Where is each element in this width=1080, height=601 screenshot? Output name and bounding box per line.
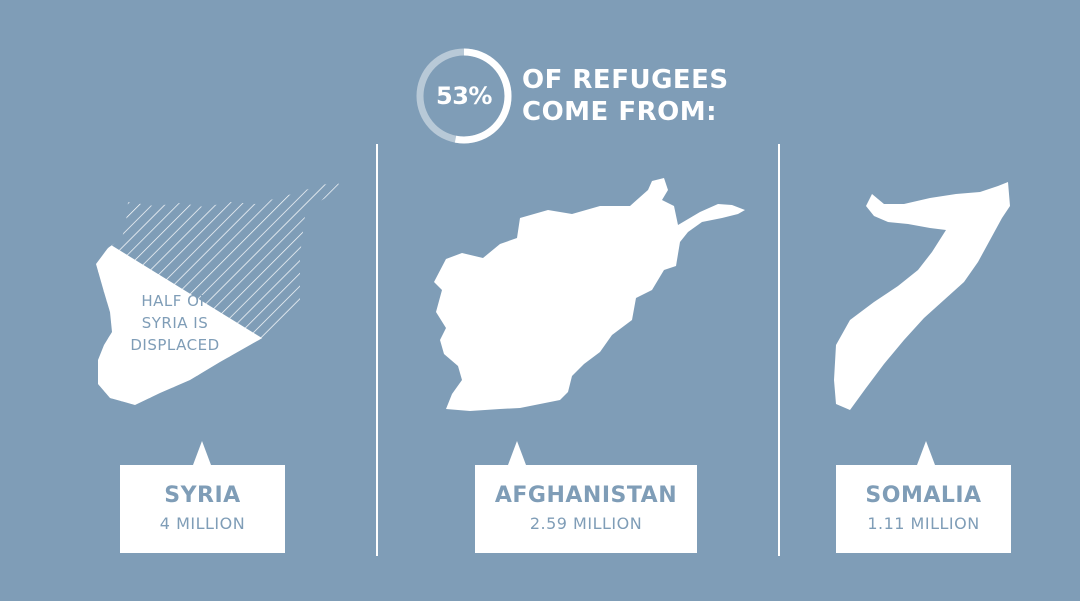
somalia-value: 1.11 MILLION <box>867 514 980 533</box>
callout-somalia: SOMALIA 1.11 MILLION <box>836 441 1011 553</box>
divider-right <box>778 144 780 556</box>
callout-afghanistan: AFGHANISTAN 2.59 MILLION <box>475 441 697 553</box>
percent-ring <box>416 48 512 144</box>
headline-line-2: COME FROM: <box>522 97 718 127</box>
percent-label: 53% <box>436 82 492 110</box>
header: 53% OF REFUGEES COME FROM: <box>412 44 732 148</box>
afghanistan-value: 2.59 MILLION <box>529 514 643 533</box>
syria-value: 4 MILLION <box>159 514 246 533</box>
headline: OF REFUGEES COME FROM: <box>522 64 729 128</box>
somalia-name: SOMALIA <box>865 483 982 508</box>
afghanistan-name: AFGHANISTAN <box>494 483 678 508</box>
headline-line-1: OF REFUGEES <box>522 65 729 95</box>
ring-arc <box>416 48 512 144</box>
callout-syria: SYRIA 4 MILLION <box>120 441 285 553</box>
syria-note: HALF OF SYRIA IS DISPLACED <box>130 292 220 354</box>
syria-name: SYRIA <box>164 483 241 508</box>
divider-left <box>376 144 378 556</box>
